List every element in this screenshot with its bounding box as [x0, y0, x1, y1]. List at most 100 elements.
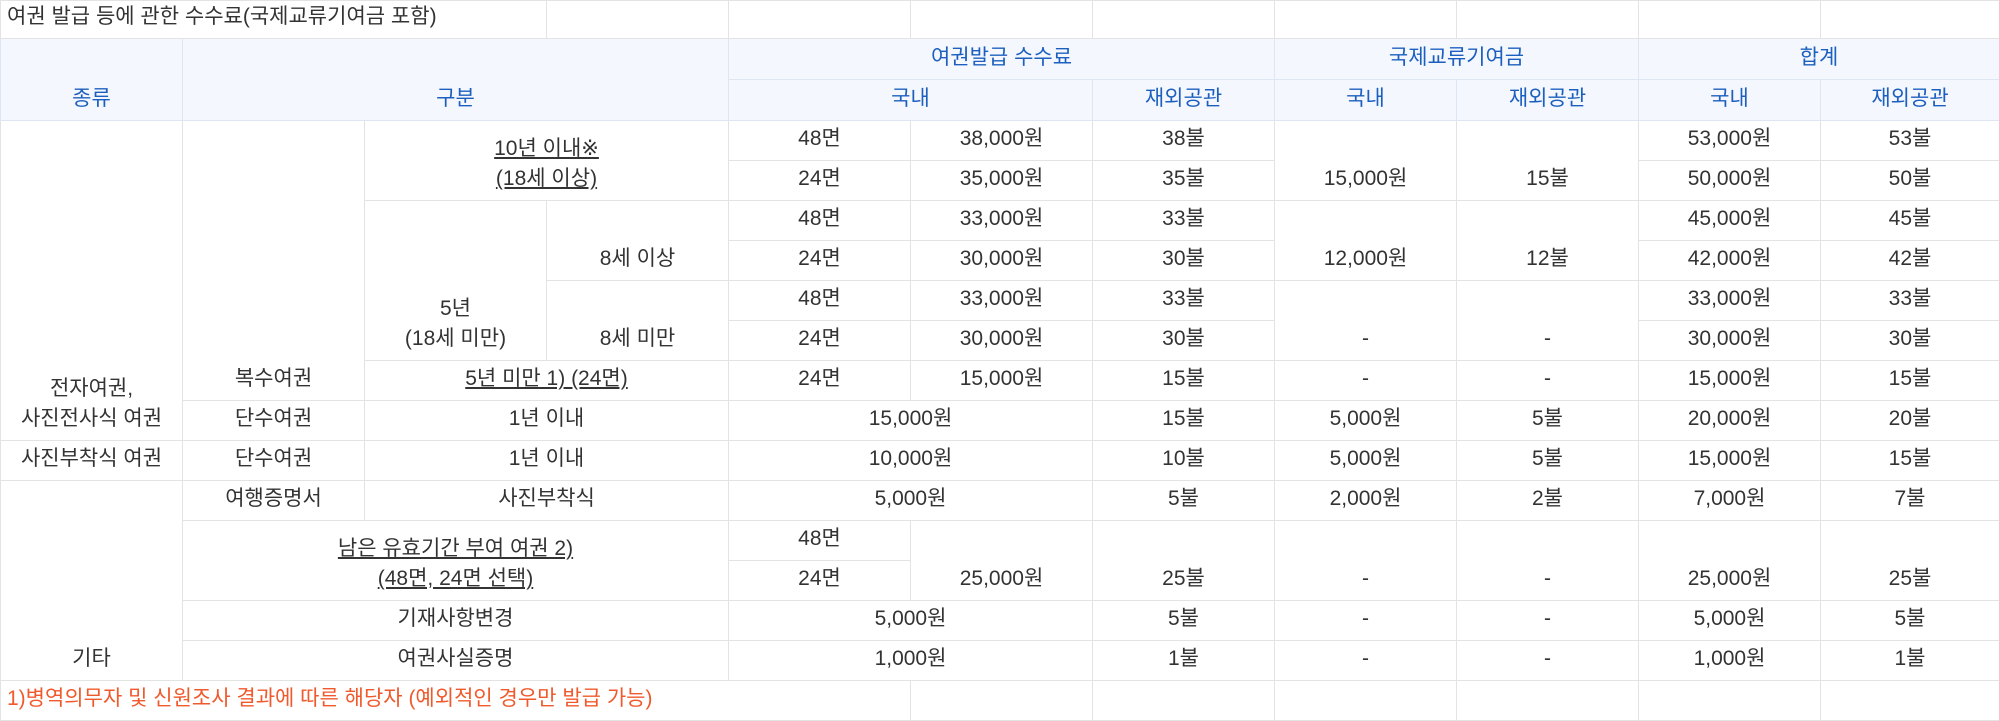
cell-text: 여행증명서: [225, 487, 322, 510]
table-cell: -: [1274, 360, 1457, 401]
cell-text: 45불: [1888, 207, 1932, 230]
table-cell: -: [1456, 280, 1639, 361]
cell-text: 5년 미만 1) (24면): [465, 367, 628, 390]
table-cell: 12불: [1456, 200, 1639, 281]
cell-line: (18세 이상): [495, 167, 598, 190]
table-cell: 여행증명서: [182, 480, 365, 521]
data-row: 8세 미만 48면 33,000원 33불 - - 33,000원 33불: [1, 280, 1999, 361]
table-cell: 25,000원: [910, 520, 1093, 601]
table-title: 여권 발급 등에 관한 수수료(국제교류기여금 포함): [0, 0, 547, 39]
table-cell: 1,000원: [1638, 640, 1821, 681]
cell-text: 12불: [1526, 247, 1569, 270]
data-row: 전자여권, 사진전사식 여권 복수여권 10년 이내※ (18세 이상) 48면 38,00…: [0, 120, 1999, 441]
table-cell: 2불: [1456, 480, 1639, 521]
header-sub: 재외공관: [1820, 79, 1999, 121]
cell-text: 12,000원: [1323, 247, 1408, 270]
cell-text: 15,000원: [1323, 167, 1408, 190]
cell-text: 42불: [1888, 247, 1932, 270]
table-cell: 10불: [1092, 440, 1275, 481]
cell-text: 5,000원: [1329, 407, 1402, 430]
table-cell: -: [1456, 520, 1639, 601]
cell-text: 사진부착식 여권: [20, 447, 163, 470]
cell-text: 35불: [1162, 167, 1205, 190]
table-cell: 5,000원: [728, 480, 1093, 521]
data-row: 여권사실증명 1,000원 1불 - - 1,000원 1불: [1, 640, 1999, 681]
cell-text: 30,000원: [1687, 327, 1772, 350]
table-cell: 53,000원: [1638, 120, 1821, 161]
table-cell: 38,000원: [910, 120, 1093, 161]
table-cell: 여권사실증명: [182, 640, 729, 681]
cell-text: 24면: [798, 247, 841, 270]
cell-text: 5불: [1168, 607, 1199, 630]
table-cell: 25,000원: [1638, 520, 1821, 601]
table-cell: 48면: [728, 120, 911, 161]
table-cell: 전자여권, 사진전사식 여권: [0, 120, 183, 441]
cell-text: 48면: [798, 287, 841, 310]
table-cell: 5불: [1820, 600, 1999, 641]
cell-text: 단수여권: [234, 407, 313, 430]
header-row: 종류 구분 여권발급 수수료 국제교류기여금 합계: [0, 38, 1999, 121]
table-cell: 5년 (18세 미만): [364, 200, 547, 361]
data-row: 단수여권 1년 이내 15,000원 15불 5,000원 5불 20,000원 20불: [1, 400, 1999, 441]
table-cell: 5,000원: [1274, 400, 1457, 441]
table-cell: -: [1274, 640, 1457, 681]
cell-text: -: [1544, 647, 1551, 670]
cell-text: 2,000원: [1329, 487, 1402, 510]
cell-text: 여권사실증명: [397, 647, 514, 670]
table-cell: 2,000원: [1274, 480, 1457, 521]
cell-text: 1,000원: [1693, 647, 1766, 670]
cell-text: 기타: [72, 647, 111, 670]
cell-text: 33불: [1162, 207, 1205, 230]
table-cell: 33,000원: [910, 280, 1093, 321]
table-cell: 15,000원: [1274, 120, 1457, 201]
header-cell: 구분: [182, 38, 729, 121]
empty-cell: [1274, 680, 1457, 721]
cell-text: 5,000원: [1329, 447, 1402, 470]
table-cell: 30불: [1820, 320, 1999, 361]
header-sub: 국내: [1638, 79, 1821, 121]
table-cell: 1년 이내: [364, 400, 729, 441]
cell-text: 1불: [1168, 647, 1199, 670]
cell-text: 30,000원: [959, 247, 1044, 270]
table-cell: 38불: [1092, 120, 1275, 161]
cell-text: 20불: [1888, 407, 1932, 430]
table-cell: 1년 이내: [364, 440, 729, 481]
cell-text: -: [1362, 647, 1369, 670]
cell-text: 48면: [798, 127, 841, 150]
cell-text: -: [1362, 327, 1369, 350]
header-sub: 재외공관: [1092, 79, 1275, 121]
table-cell: 15불: [1092, 400, 1275, 441]
cell-line: 5년: [440, 297, 471, 320]
cell-text: -: [1544, 327, 1551, 350]
table-cell: 24면: [728, 240, 911, 281]
empty-cell: [910, 680, 1093, 721]
cell-text: 53,000원: [1687, 127, 1772, 150]
table-cell: -: [1274, 600, 1457, 641]
footnote: 1)병역의무자 및 신원조사 결과에 따른 해당자 (예외적인 경우만 발급 가…: [0, 680, 911, 721]
table-cell: 42불: [1820, 240, 1999, 281]
empty-cell: [1638, 680, 1821, 721]
cell-text: 24면: [798, 367, 841, 390]
cell-text: 25불: [1888, 567, 1932, 590]
cell-text: 35,000원: [959, 167, 1044, 190]
cell-text: 38불: [1162, 127, 1205, 150]
footnote-row: 1)병역의무자 및 신원조사 결과에 따른 해당자 (예외적인 경우만 발급 가…: [0, 680, 1999, 721]
table-cell: 15불: [1820, 360, 1999, 401]
table-cell: 53불: [1820, 120, 1999, 161]
table-cell: 33불: [1820, 280, 1999, 321]
data-row: 남은 유효기간 부여 여권 2) (48면, 24면 선택) 48면 25,000원 2…: [1, 520, 1999, 601]
cell-text: 1불: [1894, 647, 1926, 670]
table-cell: 33불: [1092, 200, 1275, 241]
data-row: 24면 30,000원 30불 42,000원 42불: [1, 240, 1999, 281]
table-cell: 33불: [1092, 280, 1275, 321]
table-cell: -: [1274, 280, 1457, 361]
table-cell: 사진부착식: [364, 480, 729, 521]
table-cell: 5불: [1092, 600, 1275, 641]
empty-cell: [1092, 680, 1275, 721]
cell-text: 5,000원: [874, 487, 947, 510]
table-cell: 24면: [728, 560, 911, 601]
header-group: 합계: [1638, 38, 1999, 80]
cell-text: 15,000원: [1687, 447, 1772, 470]
cell-text: 8세 미만: [599, 327, 676, 350]
